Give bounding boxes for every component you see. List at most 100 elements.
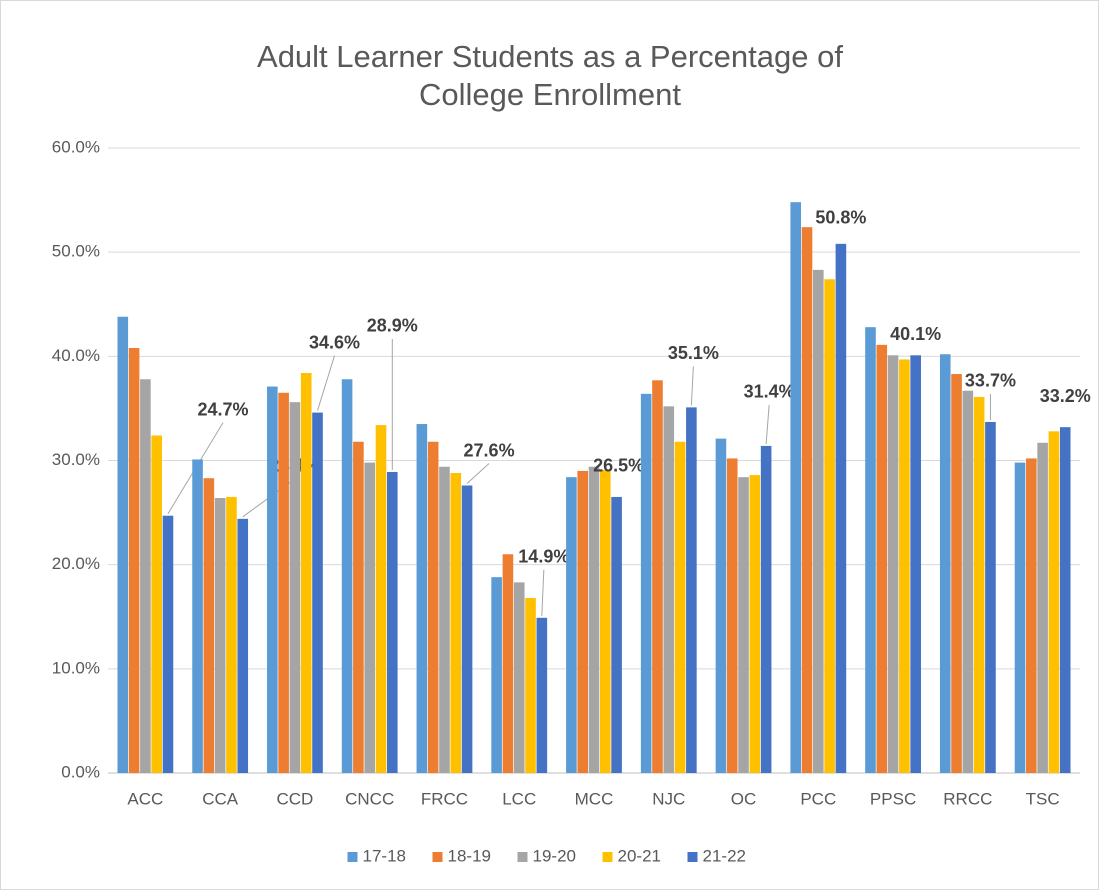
bar bbox=[1059, 427, 1071, 773]
legend-label: 17-18 bbox=[363, 846, 406, 865]
data-label: 28.9% bbox=[367, 316, 418, 336]
y-tick-label: 20.0% bbox=[52, 554, 100, 573]
bar bbox=[652, 380, 663, 773]
bar bbox=[686, 407, 697, 773]
bar bbox=[364, 462, 375, 773]
bar bbox=[760, 445, 772, 773]
legend-label: 18-19 bbox=[448, 846, 491, 865]
bar bbox=[674, 441, 686, 773]
leader-line bbox=[541, 569, 545, 616]
x-tick-label: LCC bbox=[502, 789, 536, 808]
bar bbox=[427, 441, 439, 773]
legend-swatch bbox=[517, 852, 528, 862]
x-tick-label: CCD bbox=[277, 789, 314, 808]
bar bbox=[1048, 431, 1060, 773]
data-label: 50.8% bbox=[815, 208, 866, 228]
bar bbox=[267, 386, 278, 773]
legend-label: 20-21 bbox=[618, 846, 661, 865]
leader-line bbox=[765, 404, 770, 444]
bar bbox=[973, 396, 985, 773]
bar bbox=[876, 344, 888, 773]
bar bbox=[439, 466, 450, 773]
bar bbox=[192, 459, 203, 773]
bar bbox=[640, 393, 652, 773]
bar bbox=[341, 379, 353, 773]
x-tick-label: PCC bbox=[800, 789, 836, 808]
bar bbox=[588, 466, 600, 773]
bar bbox=[951, 374, 962, 773]
bar bbox=[749, 475, 761, 773]
bar bbox=[162, 515, 174, 773]
leader-line bbox=[317, 355, 336, 411]
bar bbox=[416, 424, 428, 773]
bar bbox=[985, 421, 996, 773]
x-tick-label: RRCC bbox=[943, 789, 992, 808]
bar bbox=[801, 227, 813, 773]
data-label: 26.5% bbox=[593, 456, 644, 476]
bar bbox=[899, 359, 910, 773]
data-label: 40.1% bbox=[890, 324, 941, 344]
bar bbox=[128, 348, 140, 773]
bar bbox=[824, 279, 835, 773]
data-label: 34.6% bbox=[309, 332, 360, 352]
bar bbox=[450, 473, 462, 773]
y-tick-label: 50.0% bbox=[52, 242, 100, 261]
bar bbox=[386, 471, 398, 773]
bar bbox=[715, 438, 727, 773]
legend-swatch bbox=[347, 852, 358, 862]
bar bbox=[502, 554, 514, 773]
bar bbox=[1026, 458, 1037, 773]
x-tick-label: NJC bbox=[652, 789, 685, 808]
bar bbox=[887, 355, 899, 773]
bar bbox=[289, 402, 301, 773]
bar bbox=[140, 379, 151, 773]
bar bbox=[203, 478, 215, 773]
bar bbox=[611, 496, 622, 773]
bar bbox=[865, 327, 876, 773]
x-tick-label: CNCC bbox=[345, 789, 394, 808]
bar bbox=[939, 354, 951, 773]
bar bbox=[600, 469, 611, 773]
bar bbox=[536, 617, 548, 773]
bar bbox=[1037, 442, 1048, 773]
bar bbox=[513, 582, 525, 773]
x-tick-label: OC bbox=[731, 789, 757, 808]
bar bbox=[910, 355, 921, 773]
leader-line bbox=[690, 366, 694, 406]
bar bbox=[151, 435, 162, 773]
bar bbox=[835, 243, 847, 774]
x-tick-label: FRCC bbox=[421, 789, 468, 808]
bar bbox=[312, 412, 323, 773]
bar bbox=[738, 477, 749, 773]
x-tick-label: ACC bbox=[127, 789, 163, 808]
data-label: 35.1% bbox=[668, 343, 719, 363]
bar bbox=[577, 470, 588, 773]
data-label: 33.7% bbox=[965, 371, 1016, 391]
bar bbox=[214, 498, 226, 773]
bar bbox=[566, 477, 577, 773]
bar bbox=[278, 392, 289, 773]
x-tick-label: CCA bbox=[202, 789, 239, 808]
bar bbox=[525, 598, 536, 773]
data-label: 27.6% bbox=[464, 440, 515, 460]
bar bbox=[375, 425, 387, 773]
x-tick-label: PPSC bbox=[870, 789, 916, 808]
legend-swatch bbox=[432, 852, 443, 862]
x-tick-label: MCC bbox=[575, 789, 614, 808]
data-label: 33.2% bbox=[1040, 386, 1091, 406]
legend-swatch bbox=[687, 852, 698, 862]
bar bbox=[663, 406, 675, 773]
bar bbox=[226, 496, 237, 773]
y-tick-label: 60.0% bbox=[52, 137, 100, 156]
bar bbox=[1014, 462, 1026, 773]
bar bbox=[353, 441, 364, 773]
bar bbox=[117, 316, 129, 773]
bar bbox=[461, 485, 473, 773]
y-tick-label: 10.0% bbox=[52, 658, 100, 677]
bar bbox=[790, 202, 802, 773]
y-tick-label: 40.0% bbox=[52, 346, 100, 365]
bar bbox=[962, 390, 974, 773]
